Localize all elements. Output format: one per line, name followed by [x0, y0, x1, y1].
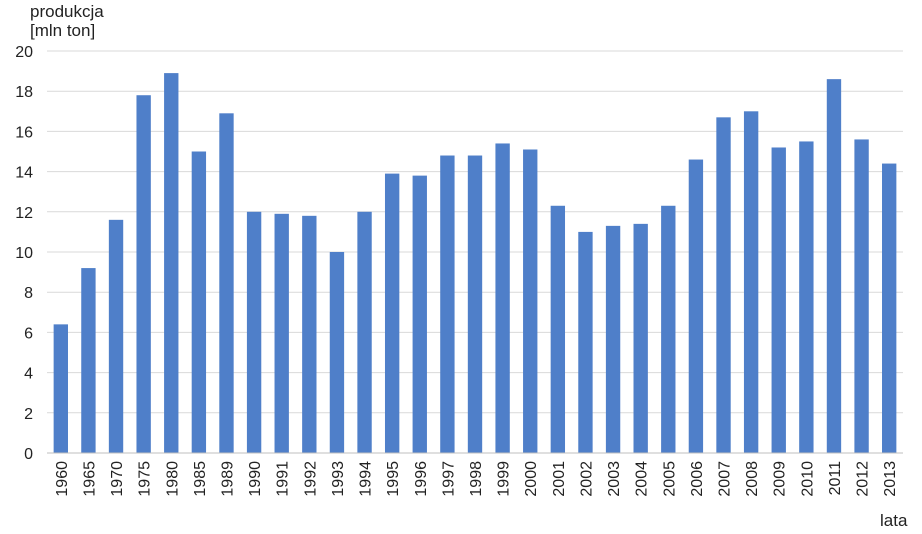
- bar-1998: [467, 155, 483, 453]
- x-tick-label: 2001: [551, 461, 568, 497]
- bar-2006: [688, 159, 704, 454]
- x-tick-label: 1965: [81, 461, 98, 497]
- bar-1960: [53, 324, 68, 453]
- bar-1975: [136, 95, 151, 453]
- x-tick-label: 2000: [523, 461, 540, 497]
- bar-2003: [605, 225, 621, 453]
- x-tick-label: 2009: [772, 461, 789, 497]
- bar-1965: [81, 268, 96, 453]
- bar-1994: [357, 211, 372, 453]
- bar-2008: [743, 111, 759, 454]
- y-tick-label: 16: [15, 124, 33, 141]
- bar-1991: [274, 213, 289, 453]
- bar-1999: [495, 143, 510, 453]
- x-tick-label: 2006: [689, 461, 706, 497]
- bar-2009: [771, 147, 786, 454]
- y-tick-label: 12: [15, 205, 33, 222]
- bar-1993: [329, 252, 345, 453]
- x-tick-label: 1991: [275, 461, 292, 497]
- y-tick-label: 2: [24, 406, 33, 423]
- x-axis-title: lata: [880, 511, 908, 530]
- x-tick-label: 2013: [882, 461, 899, 497]
- x-tick-label: 1996: [413, 461, 430, 497]
- bar-2002: [578, 231, 593, 453]
- bar-2011: [826, 79, 842, 453]
- bar-1970: [108, 219, 124, 453]
- y-tick-label: 0: [24, 446, 33, 463]
- x-tick-label: 1990: [247, 461, 264, 497]
- bar-2010: [799, 141, 814, 453]
- x-tick-label: 1998: [468, 461, 485, 497]
- x-tick-label: 1985: [192, 461, 209, 497]
- y-tick-label: 20: [15, 44, 33, 61]
- bar-2004: [633, 223, 648, 453]
- y-axis-title-line-1: produkcja: [30, 2, 104, 21]
- x-tick-label: 1970: [109, 461, 126, 497]
- x-tick-label: 1993: [330, 461, 347, 497]
- bar-2001: [550, 205, 566, 453]
- bar-2012: [854, 139, 869, 453]
- x-tick-label: 2004: [634, 461, 651, 497]
- bar-2013: [882, 163, 897, 453]
- x-tick-label: 1989: [219, 461, 236, 497]
- x-tick-label: 2002: [578, 461, 595, 497]
- x-tick-label: 2010: [799, 461, 816, 497]
- x-tick-label: 1994: [358, 461, 375, 497]
- y-tick-label: 8: [24, 285, 33, 302]
- x-tick-label: 2008: [744, 461, 761, 497]
- x-tick-label: 1980: [164, 461, 181, 497]
- bar-1985: [191, 151, 207, 453]
- x-tick-label: 2012: [855, 461, 872, 497]
- y-axis-title-line-2: [mln ton]: [30, 21, 96, 40]
- bar-2005: [661, 205, 676, 453]
- bar-1980: [164, 73, 179, 454]
- y-tick-label: 14: [15, 165, 33, 182]
- x-axis-ticks: 1960 1965 1970 1975 1980 1985 1989 1990 1991 1992…: [54, 461, 899, 497]
- y-tick-label: 10: [15, 245, 33, 262]
- bar-2000: [523, 149, 538, 454]
- bar-1990: [246, 211, 262, 453]
- x-tick-label: 1997: [440, 461, 457, 497]
- x-tick-label: 1995: [385, 461, 402, 497]
- x-tick-label: 1992: [302, 461, 319, 497]
- y-axis-title: produkcja [mln ton]: [30, 2, 104, 40]
- x-tick-label: 2007: [717, 461, 734, 497]
- bar-1992: [302, 215, 317, 453]
- x-tick-label: 1999: [496, 461, 513, 497]
- x-tick-label: 1960: [54, 461, 71, 497]
- y-tick-label: 18: [15, 84, 33, 101]
- y-tick-label: 4: [24, 366, 33, 383]
- bar-1989: [219, 113, 234, 453]
- y-axis-ticks: 0 2 4 6 8 10 12 14 16 18 20: [15, 44, 33, 463]
- bar-1996: [412, 175, 427, 453]
- bars: [53, 73, 897, 454]
- x-tick-label: 2003: [606, 461, 623, 497]
- x-tick-label: 2011: [827, 461, 844, 496]
- y-tick-label: 6: [24, 325, 33, 342]
- bar-2007: [716, 117, 731, 453]
- x-tick-label: 2005: [661, 461, 678, 497]
- x-tick-label: 1975: [137, 461, 154, 497]
- bar-1997: [440, 155, 455, 453]
- bar-1995: [384, 173, 400, 454]
